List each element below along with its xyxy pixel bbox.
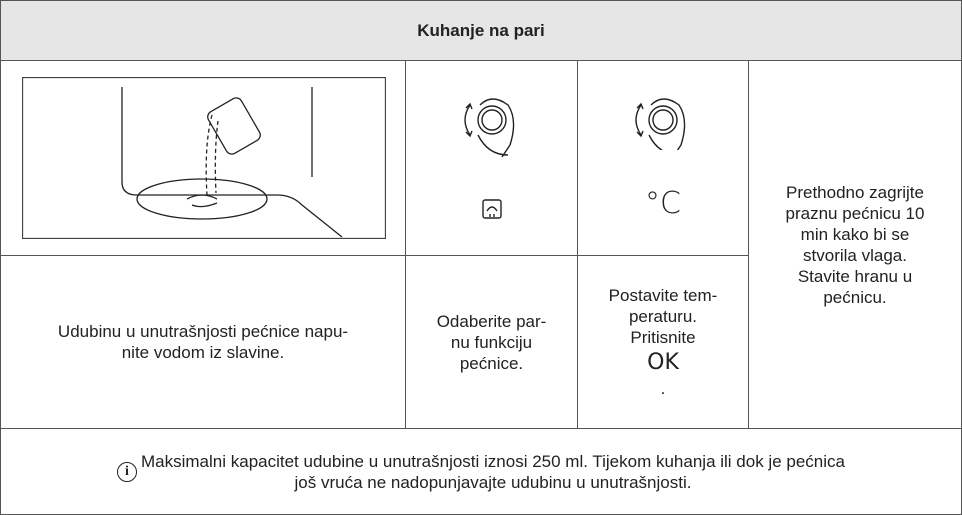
table-title: Kuhanje na pari	[0, 0, 962, 61]
illustration	[22, 77, 386, 239]
step-text: Udubinu u unutrašnjosti pećnice napu- ni…	[0, 255, 406, 429]
note-text: Maksimalni kapacitet udubine u unutrašnj…	[141, 451, 845, 492]
note-cell: i Maksimalni kapacitet udubine u unutraš…	[0, 428, 962, 515]
step-end: .	[660, 379, 666, 398]
knob-illustration	[635, 98, 686, 150]
step-text: Odaberite par- nu funkciju pećnice.	[405, 255, 578, 429]
knob-illustration	[464, 98, 515, 219]
step-text: Prethodno zagrijte praznu pećnicu 10 min…	[748, 60, 962, 429]
info-icon: i	[117, 461, 137, 482]
step-cell: Postavite tem- peraturu. Pritisnite OK .	[577, 255, 749, 429]
temperature-symbol: °C	[645, 186, 681, 221]
step-text: Postavite tem- peraturu. Pritisnite	[608, 286, 718, 347]
button-label: OK	[647, 350, 679, 375]
